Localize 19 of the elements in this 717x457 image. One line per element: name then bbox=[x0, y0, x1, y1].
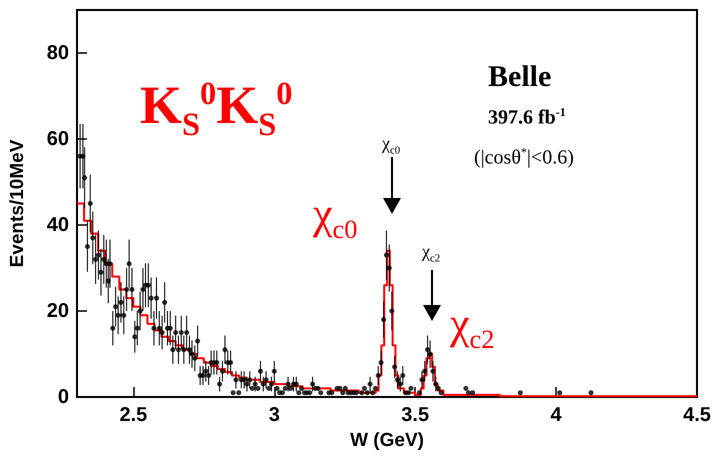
y-tick-label: 60 bbox=[46, 128, 69, 150]
y-tick-label: 80 bbox=[46, 42, 69, 64]
annotation: χ$_{c2}$ bbox=[450, 299, 494, 354]
annotation: Belle bbox=[488, 60, 552, 93]
x-tick-label: 4.5 bbox=[683, 404, 711, 426]
x-tick-label: 3.5 bbox=[401, 404, 430, 426]
y-axis-title: Events/10MeV bbox=[7, 139, 28, 268]
y-tick-label: 40 bbox=[46, 214, 69, 236]
x-tick-label: 3 bbox=[268, 404, 280, 426]
x-tick-label: 4 bbox=[550, 404, 563, 426]
annotation: 397.6 fb$^{-1}$ bbox=[488, 105, 566, 129]
y-tick-label: 0 bbox=[58, 386, 69, 408]
y-tick-label: 20 bbox=[46, 300, 69, 322]
annotation: χ$_{c0}$ bbox=[313, 189, 358, 244]
x-tick-label: 2.5 bbox=[119, 404, 148, 426]
annotation: (|cosθ$^{*}$|<0.6) bbox=[474, 145, 574, 169]
annotation: χ$_{c2}$ bbox=[422, 241, 440, 265]
x-axis-title: W (GeV) bbox=[350, 430, 424, 451]
annotation: χ$_{c0}$ bbox=[382, 133, 400, 157]
